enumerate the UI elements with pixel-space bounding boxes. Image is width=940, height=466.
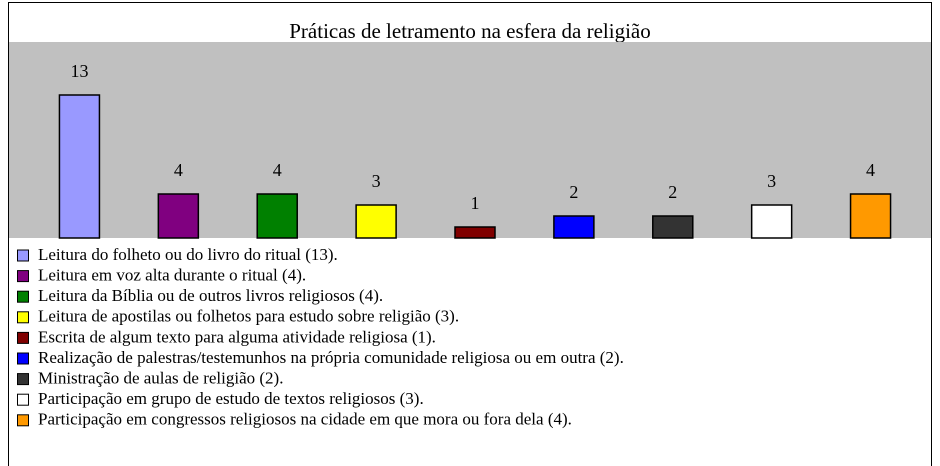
legend-label: Leitura de apostilas ou folhetos para es… bbox=[38, 307, 459, 326]
bar bbox=[553, 215, 595, 239]
legend-label: Leitura do folheto ou do livro do ritual… bbox=[38, 245, 338, 264]
legend-swatch bbox=[17, 311, 29, 324]
legend-swatch bbox=[17, 249, 29, 262]
data-label: 4 bbox=[273, 160, 282, 180]
legend-swatch bbox=[17, 270, 29, 283]
data-label: 4 bbox=[866, 160, 875, 180]
legend-swatch bbox=[17, 414, 29, 427]
data-label: 4 bbox=[174, 160, 183, 180]
legend-label: Participação em congressos religiosos na… bbox=[38, 410, 572, 429]
data-label: 3 bbox=[372, 171, 381, 191]
legend-label: Leitura da Bíblia ou de outros livros re… bbox=[38, 286, 383, 305]
bar bbox=[58, 94, 101, 239]
chart-title: Práticas de letramento na esfera da reli… bbox=[289, 19, 651, 43]
legend-label: Ministração de aulas de religião (2). bbox=[38, 369, 283, 388]
legend-swatch bbox=[17, 373, 29, 386]
data-label: 13 bbox=[70, 61, 88, 81]
legend-label: Realização de palestras/testemunhos na p… bbox=[38, 348, 624, 367]
data-label: 3 bbox=[767, 171, 776, 191]
data-label: 2 bbox=[569, 182, 578, 202]
data-label: 2 bbox=[668, 182, 677, 202]
legend-swatch bbox=[17, 290, 29, 303]
legend-swatch bbox=[17, 331, 29, 344]
data-label: 1 bbox=[471, 193, 480, 213]
bar bbox=[157, 193, 200, 239]
bar bbox=[454, 226, 496, 239]
bar bbox=[652, 215, 694, 239]
legend-swatch bbox=[17, 393, 29, 406]
legend-label: Participação em grupo de estudo de texto… bbox=[38, 389, 424, 408]
legend-label: Escrita de algum texto para alguma ativi… bbox=[38, 327, 436, 346]
bar bbox=[256, 193, 298, 239]
legend-label: Leitura em voz alta durante o ritual (4)… bbox=[38, 266, 306, 285]
legend-swatch bbox=[17, 352, 29, 365]
bar bbox=[355, 204, 397, 239]
bar bbox=[849, 193, 892, 239]
bar bbox=[750, 204, 793, 239]
